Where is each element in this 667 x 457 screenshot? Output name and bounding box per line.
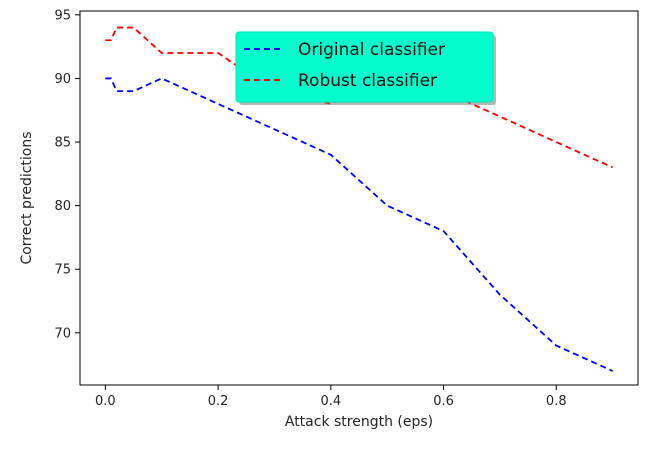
y-tick-label: 90 [54,72,71,87]
x-tick-label: 0.0 [95,394,116,409]
y-tick-label: 70 [54,326,71,341]
legend: Original classifier Robust classifier [235,31,496,105]
x-tick-label: 0.4 [320,394,341,409]
series-line-original [105,77,614,372]
legend-label-original: Original classifier [298,40,445,60]
y-tick-label: 95 [54,8,71,23]
x-tick-label: 0.6 [433,394,454,409]
legend-label-robust: Robust classifier [298,71,437,91]
axes-frame [79,10,639,386]
y-tick-label: 75 [54,263,71,278]
series-layer [105,26,614,372]
x-axis-label: Attack strength (eps) [285,414,433,430]
series-line-robust [105,26,614,169]
y-axis-label: Correct predictions [19,131,35,264]
x-tick-label: 0.8 [546,394,567,409]
x-axis-ticks: 0.0 0.2 0.4 0.6 0.8 [95,385,567,409]
legend-box [235,31,494,103]
y-tick-label: 80 [54,199,71,214]
y-tick-label: 85 [54,136,71,151]
x-tick-label: 0.2 [208,394,229,409]
y-axis-ticks: 70 75 80 85 90 95 [54,8,80,341]
